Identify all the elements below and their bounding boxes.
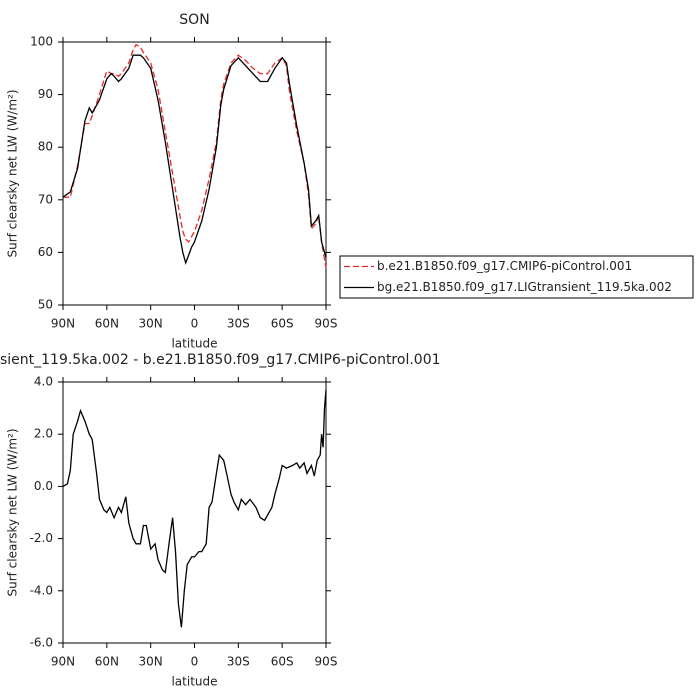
data-line	[63, 43, 327, 269]
plot-frame	[62, 41, 327, 306]
y-tick-label: 90	[38, 87, 53, 101]
x-tick-label: 60N	[95, 655, 119, 669]
y-tick-label: 50	[38, 298, 53, 312]
x-axis-label: latitude	[171, 337, 217, 351]
x-tick-label: 30S	[227, 317, 250, 331]
chart-title: LIGtransient_119.5ka.002 - b.e21.B1850.f…	[0, 352, 441, 368]
x-tick-label: 0	[191, 317, 199, 331]
legend-label: bg.e21.B1850.f09_g17.LIGtransient_119.5k…	[377, 280, 672, 294]
y-axis-label: Surf clearsky net LW (W/m²)	[6, 428, 20, 596]
legend-label: b.e21.B1850.f09_g17.CMIP6-piControl.001	[377, 259, 632, 273]
x-tick-label: 0	[191, 655, 199, 669]
y-tick-label: 4.0	[34, 375, 53, 389]
x-tick-label: 60S	[271, 655, 294, 669]
y-tick-label: -2.0	[30, 531, 53, 545]
x-tick-label: 60N	[95, 317, 119, 331]
x-tick-label: 60S	[271, 317, 294, 331]
x-tick-label: 30S	[227, 655, 250, 669]
y-axis-label: Surf clearsky net LW (W/m²)	[6, 89, 20, 257]
x-axis-label: latitude	[171, 675, 217, 689]
data-line	[62, 54, 327, 265]
data-line	[62, 389, 327, 628]
y-tick-label: -4.0	[30, 583, 53, 597]
x-tick-label: 90N	[51, 655, 75, 669]
y-tick-label: 100	[30, 35, 53, 49]
y-tick-label: 2.0	[34, 427, 53, 441]
x-tick-label: 90S	[315, 655, 338, 669]
x-tick-label: 30N	[139, 655, 163, 669]
y-tick-label: 60	[38, 245, 53, 259]
plot-frame	[62, 381, 327, 644]
y-tick-label: 70	[38, 192, 53, 206]
y-tick-label: 80	[38, 140, 53, 154]
y-tick-label: 0.0	[34, 479, 53, 493]
legend-box	[339, 255, 694, 299]
y-tick-label: -6.0	[30, 636, 53, 650]
chart-title: SON	[179, 12, 209, 28]
x-tick-label: 30N	[139, 317, 163, 331]
x-tick-label: 90S	[315, 317, 338, 331]
x-tick-label: 90N	[51, 317, 75, 331]
